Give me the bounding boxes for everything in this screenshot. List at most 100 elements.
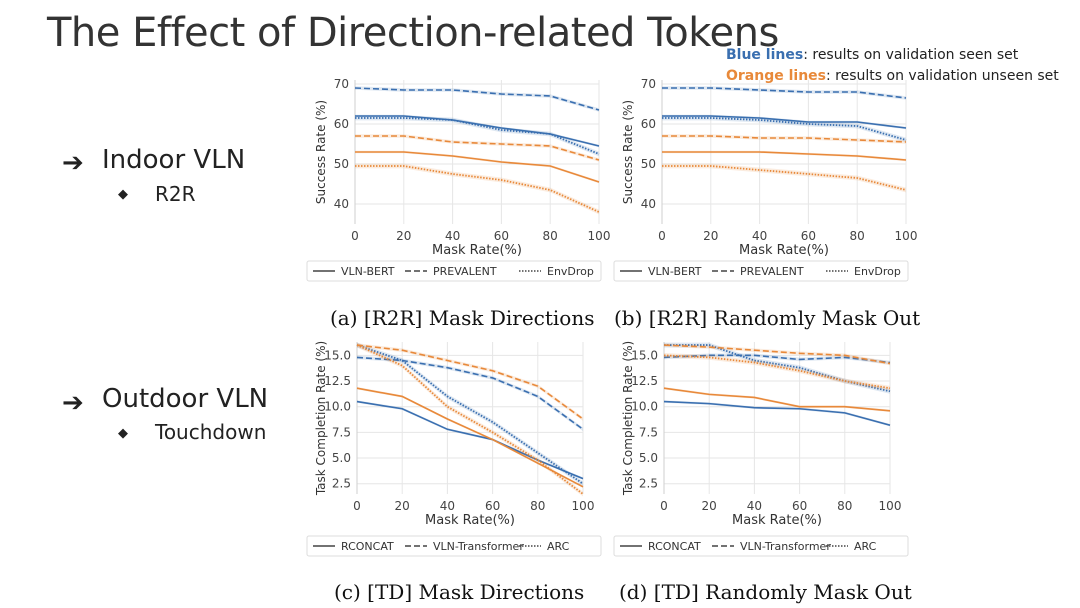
legend-label: PREVALENT — [740, 265, 804, 278]
x-tick-label: 40 — [747, 499, 762, 513]
y-tick-label: 40 — [641, 197, 656, 211]
series-line — [355, 117, 600, 155]
series-band — [664, 352, 890, 391]
series-line — [663, 400, 891, 426]
legend-box — [613, 535, 909, 557]
chart-legend: VLN-BERT PREVALENT EnvDrop — [306, 260, 602, 282]
legend-box — [306, 260, 602, 282]
chart-td-randomly-mask-out: 2.5 5.0 7.5 10.0 12.5 15.0 0 20 40 60 80 100 Mask Ra… — [613, 341, 909, 557]
x-axis-label: Mask Rate(%) — [425, 513, 515, 528]
x-tick-label: 0 — [353, 499, 361, 513]
x-tick-label: 40 — [445, 229, 460, 243]
legend-label: EnvDrop — [547, 265, 594, 278]
diamond-icon: ◆ — [118, 187, 128, 202]
y-tick-label: 40 — [334, 197, 349, 211]
series-band — [355, 163, 599, 215]
caption-b: (b) [R2R] Randomly Mask Out — [614, 306, 921, 330]
series-line — [663, 354, 891, 364]
chart-td-mask-directions: 2.5 5.0 7.5 10.0 12.5 15.0 0 20 40 60 80 100 Mask Ra… — [306, 341, 602, 557]
series-line — [662, 115, 907, 129]
bullet-outdoor-vln: Outdoor VLN — [102, 384, 269, 414]
blue-lines-label: Blue lines — [726, 47, 804, 63]
legend-box — [306, 535, 602, 557]
blue-lines-text: : results on validation seen set — [803, 47, 1019, 63]
x-tick-label: 20 — [395, 499, 410, 513]
x-tick-label: 60 — [792, 499, 807, 513]
grid — [354, 80, 600, 224]
y-tick-label: 7.5 — [639, 425, 658, 439]
y-axis-label: Task Completion Rate (%) — [621, 341, 635, 496]
series-line — [354, 87, 600, 111]
legend-box — [613, 260, 909, 282]
x-tick-label: 100 — [879, 499, 902, 513]
x-tick-label: 40 — [440, 499, 455, 513]
chart-legend: RCONCAT VLN-Transformer ARC — [306, 535, 602, 557]
bullet-indoor-vln: Indoor VLN — [102, 145, 246, 175]
legend-label: ARC — [854, 540, 877, 553]
y-tick-label: 10.0 — [631, 400, 658, 414]
caption-a: (a) [R2R] Mask Directions — [330, 306, 595, 330]
x-tick-label: 60 — [494, 229, 509, 243]
y-tick-label: 5.0 — [639, 451, 658, 465]
series-line — [662, 87, 907, 99]
x-tick-label: 100 — [895, 229, 918, 243]
y-tick-label: 5.0 — [332, 451, 351, 465]
series-line — [355, 165, 600, 213]
chart-r2r-randomly-mask-out: 40 50 60 70 0 20 40 60 80 100 Mask Rate(%) Success … — [613, 77, 917, 282]
y-axis-label: Success Rate (%) — [314, 100, 328, 204]
x-tick-label: 100 — [588, 229, 611, 243]
series-line — [662, 135, 907, 143]
x-tick-label: 20 — [703, 229, 718, 243]
x-tick-label: 0 — [660, 499, 668, 513]
chart-legend: VLN-BERT PREVALENT EnvDrop — [613, 260, 909, 282]
chart-r2r-mask-directions: 40 50 60 70 0 20 40 60 80 100 Mask Rate(%) Success … — [306, 77, 610, 282]
series-line — [663, 387, 891, 412]
series-line — [356, 344, 584, 485]
series-line — [662, 165, 907, 191]
diamond-icon: ◆ — [118, 426, 128, 441]
legend-label: VLN-BERT — [341, 265, 395, 278]
legend-label: RCONCAT — [341, 540, 394, 553]
series-band — [664, 400, 890, 427]
legend-label: EnvDrop — [854, 265, 901, 278]
series-band — [662, 134, 906, 144]
y-tick-label: 50 — [334, 157, 349, 171]
y-tick-label: 12.5 — [324, 374, 351, 388]
legend-label: VLN-Transformer — [740, 540, 831, 553]
orange-lines-label: Orange lines — [726, 68, 827, 84]
x-tick-label: 0 — [351, 229, 359, 243]
x-axis-label: Mask Rate(%) — [732, 513, 822, 528]
x-tick-label: 20 — [702, 499, 717, 513]
x-tick-label: 60 — [485, 499, 500, 513]
y-tick-label: 7.5 — [332, 425, 351, 439]
orange-lines-text: : results on validation unseen set — [826, 68, 1059, 84]
series-line — [356, 356, 584, 430]
arrow-icon: ➔ — [62, 148, 84, 178]
series-band — [357, 342, 583, 497]
y-tick-label: 2.5 — [332, 477, 351, 491]
series-band — [664, 343, 890, 366]
x-tick-label: 80 — [850, 229, 865, 243]
x-tick-label: 100 — [572, 499, 595, 513]
series-line — [662, 151, 907, 161]
y-axis-label: Success Rate (%) — [621, 100, 635, 204]
chart-legend: RCONCAT VLN-Transformer ARC — [613, 535, 909, 557]
series-line — [356, 400, 584, 480]
series-line — [356, 387, 584, 488]
series-band — [355, 134, 599, 162]
legend-label: RCONCAT — [648, 540, 701, 553]
x-axis-label: Mask Rate(%) — [739, 243, 829, 258]
y-tick-label: 15.0 — [324, 348, 351, 362]
y-tick-label: 60 — [641, 117, 656, 131]
y-tick-label: 70 — [641, 77, 656, 91]
y-tick-label: 50 — [641, 157, 656, 171]
blue-lines-note: Blue lines: results on validation seen s… — [726, 47, 1018, 63]
bullet-r2r: R2R — [155, 182, 196, 206]
series-band — [664, 387, 890, 413]
x-tick-label: 80 — [837, 499, 852, 513]
y-tick-label: 2.5 — [639, 477, 658, 491]
x-tick-label: 40 — [752, 229, 767, 243]
x-tick-label: 80 — [543, 229, 558, 243]
page-title: The Effect of Direction-related Tokens — [47, 10, 779, 56]
x-tick-label: 0 — [658, 229, 666, 243]
